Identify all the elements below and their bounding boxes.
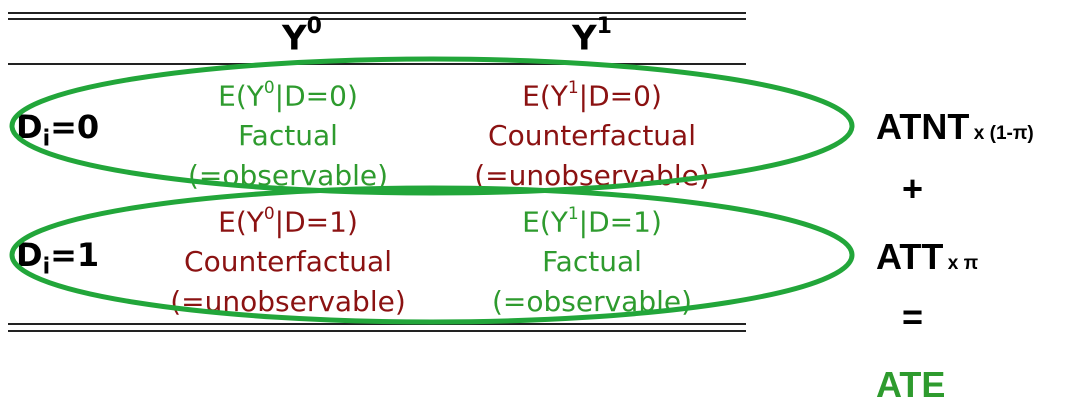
top-rule-2 <box>8 18 746 20</box>
ate-label: ATE <box>876 364 946 405</box>
cell-kind: Counterfactual <box>184 245 392 279</box>
cell-kind: Factual <box>542 245 642 279</box>
att-label: ATT <box>876 236 944 277</box>
cell-y0-d1: E(Y0|D=1) Counterfactual (=unobservable) <box>158 196 418 322</box>
att-term: ATT x π <box>876 236 978 278</box>
plus-sign: + <box>902 168 924 209</box>
header-rule <box>8 63 746 65</box>
cell-expression: E(Y0|D=1) <box>218 204 358 239</box>
atnt-term: ATNT x (1-π) <box>876 106 1034 148</box>
cell-y1-d0: E(Y1|D=0) Counterfactual (=unobservable) <box>462 70 722 196</box>
cell-expression: E(Y1|D=0) <box>522 78 662 113</box>
atnt-label: ATNT <box>876 106 970 147</box>
col-header-y1: Y1 <box>572 14 612 59</box>
cell-y1-d1: E(Y1|D=1) Factual (=observable) <box>462 196 722 322</box>
ellipse-row-d0 <box>9 56 855 196</box>
atnt-weight: x (1-π) <box>973 123 1034 144</box>
top-rule-1 <box>8 12 746 14</box>
ellipse-row-d1 <box>9 185 855 325</box>
bottom-rule-2 <box>8 330 746 332</box>
equals-sign: = <box>902 296 924 337</box>
cell-expression: E(Y1|D=1) <box>522 204 662 239</box>
att-weight: x π <box>947 253 979 274</box>
col-header-y0: Y0 <box>282 14 322 59</box>
cell-kind: Counterfactual <box>488 119 696 153</box>
cell-expression: E(Y0|D=0) <box>218 78 358 113</box>
bottom-rule-1 <box>8 323 746 325</box>
cell-kind: Factual <box>238 119 338 153</box>
